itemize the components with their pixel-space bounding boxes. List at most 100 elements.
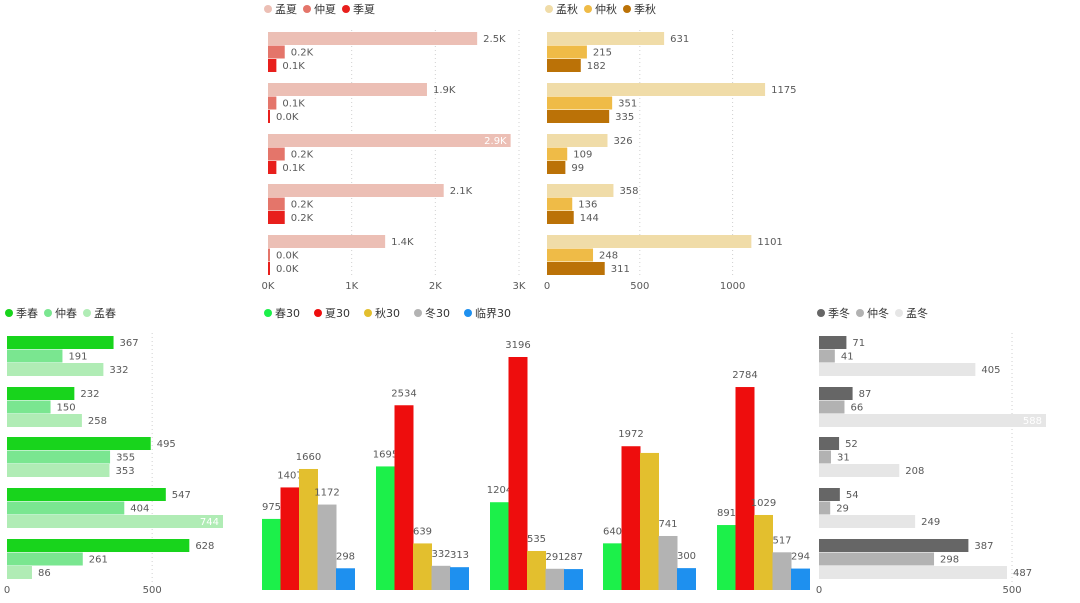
summer-bar	[268, 262, 270, 275]
summer-data-label: 2.1K	[450, 186, 473, 197]
summer-bar	[268, 110, 270, 123]
summer-bar	[268, 184, 444, 197]
winter-data-label: 298	[940, 555, 959, 566]
thirty-data-label: 1407	[277, 470, 302, 481]
winter-bar	[819, 349, 835, 363]
autumn-data-label: 1101	[757, 237, 782, 248]
summer-bar	[268, 197, 285, 211]
spring-data-label: 86	[38, 568, 51, 579]
summer-legend-label: 季夏	[353, 3, 375, 16]
thirty-bar	[431, 565, 451, 590]
spring-data-label: 261	[89, 555, 108, 566]
summer-data-label: 0.1K	[282, 61, 305, 72]
thirty-data-label: 3196	[505, 340, 530, 351]
thirty-legend-label: 冬30	[425, 306, 450, 320]
thirty-legend-marker	[414, 309, 422, 317]
thirty-bar	[658, 535, 678, 590]
winter-bar	[819, 400, 845, 414]
winter-bar	[819, 336, 847, 349]
thirty-data-label: 298	[336, 551, 355, 562]
spring-bar	[7, 488, 166, 501]
winter-legend-marker	[856, 309, 864, 317]
summer-bar	[268, 32, 478, 45]
thirty-bar	[280, 487, 300, 590]
thirty-data-label: 640	[603, 526, 622, 537]
winter-bar	[819, 450, 831, 464]
summer-bar	[268, 83, 427, 96]
spring-data-label: 258	[88, 416, 107, 427]
autumn-tick-label: 1000	[720, 281, 745, 292]
spring-data-label: 150	[57, 403, 76, 414]
winter-data-label: 71	[852, 338, 865, 349]
summer-tick-label: 1K	[345, 281, 358, 292]
spring-bar	[7, 450, 111, 464]
autumn-tick-label: 0	[544, 281, 550, 292]
winter-legend-label: 孟冬	[906, 306, 928, 320]
summer-data-label: 1.4K	[391, 237, 414, 248]
summer-data-label: 0.2K	[291, 150, 314, 161]
summer-bar	[268, 161, 277, 174]
spring-bar	[7, 515, 223, 528]
autumn-bar	[547, 197, 573, 211]
summer-data-label: 2.5K	[483, 34, 506, 45]
winter-data-label: 208	[905, 466, 924, 477]
winter-bar	[819, 515, 916, 528]
summer-data-label: 0.0K	[276, 251, 299, 262]
winter-legend-marker	[817, 309, 825, 317]
thirty-legend-marker	[364, 309, 372, 317]
autumn-data-label: 351	[618, 99, 637, 110]
thirty-bar	[508, 357, 528, 590]
thirty-data-label: 291	[545, 552, 564, 563]
spring-data-label: 404	[130, 504, 149, 515]
summer-data-label: 0.1K	[282, 163, 305, 174]
summer-tick-label: 2K	[429, 281, 442, 292]
winter-data-label: 52	[845, 439, 858, 450]
summer-data-label: 0.0K	[276, 112, 299, 123]
spring-legend-label: 仲春	[55, 306, 77, 320]
thirty-bar	[413, 543, 432, 590]
thirty-bar	[717, 525, 736, 590]
spring-data-label: 628	[195, 541, 214, 552]
summer-bar	[268, 147, 285, 161]
thirty-data-label: 891	[717, 508, 736, 519]
winter-bar	[819, 501, 831, 515]
thirty-data-label: 1972	[618, 429, 643, 440]
thirty-bar	[490, 502, 509, 590]
winter-data-label: 405	[981, 365, 1000, 376]
thirty-data-label: 741	[658, 519, 677, 530]
autumn-data-label: 136	[578, 200, 597, 211]
thirty-bar	[394, 405, 414, 590]
autumn-data-label: 144	[580, 213, 599, 224]
autumn-bar	[547, 147, 568, 161]
thirty-data-label: 1029	[751, 498, 776, 509]
thirty-data-label: 1695	[373, 449, 398, 460]
autumn-bar	[547, 248, 594, 262]
thirty-data-label: 535	[527, 534, 546, 545]
winter-bar	[819, 539, 969, 552]
thirty-bar	[527, 550, 546, 590]
winter-data-label: 588	[1023, 416, 1042, 427]
autumn-bar	[547, 235, 752, 248]
spring-bar	[7, 552, 83, 566]
spring-legend-label: 季春	[16, 307, 38, 320]
autumn-data-label: 631	[670, 34, 689, 45]
thirty-bar	[299, 468, 318, 590]
thirty-data-label: 639	[413, 526, 432, 537]
spring-bar	[7, 387, 75, 400]
spring-bar	[7, 539, 190, 552]
thirty-bar	[677, 568, 696, 590]
summer-data-label: 0.1K	[282, 99, 305, 110]
summer-data-label: 0.2K	[291, 200, 314, 211]
summer-legend-label: 仲夏	[314, 2, 336, 16]
thirty-data-label: 300	[677, 551, 696, 562]
winter-data-label: 249	[921, 517, 940, 528]
winter-data-label: 387	[974, 541, 993, 552]
autumn-legend-label: 季秋	[634, 2, 656, 16]
summer-bar	[268, 235, 386, 248]
winter-bar	[819, 363, 976, 376]
autumn-legend-label: 仲秋	[595, 2, 617, 16]
thirty-data-label: 332	[431, 549, 450, 560]
winter-bar	[819, 437, 840, 450]
summer-bar	[268, 134, 511, 147]
